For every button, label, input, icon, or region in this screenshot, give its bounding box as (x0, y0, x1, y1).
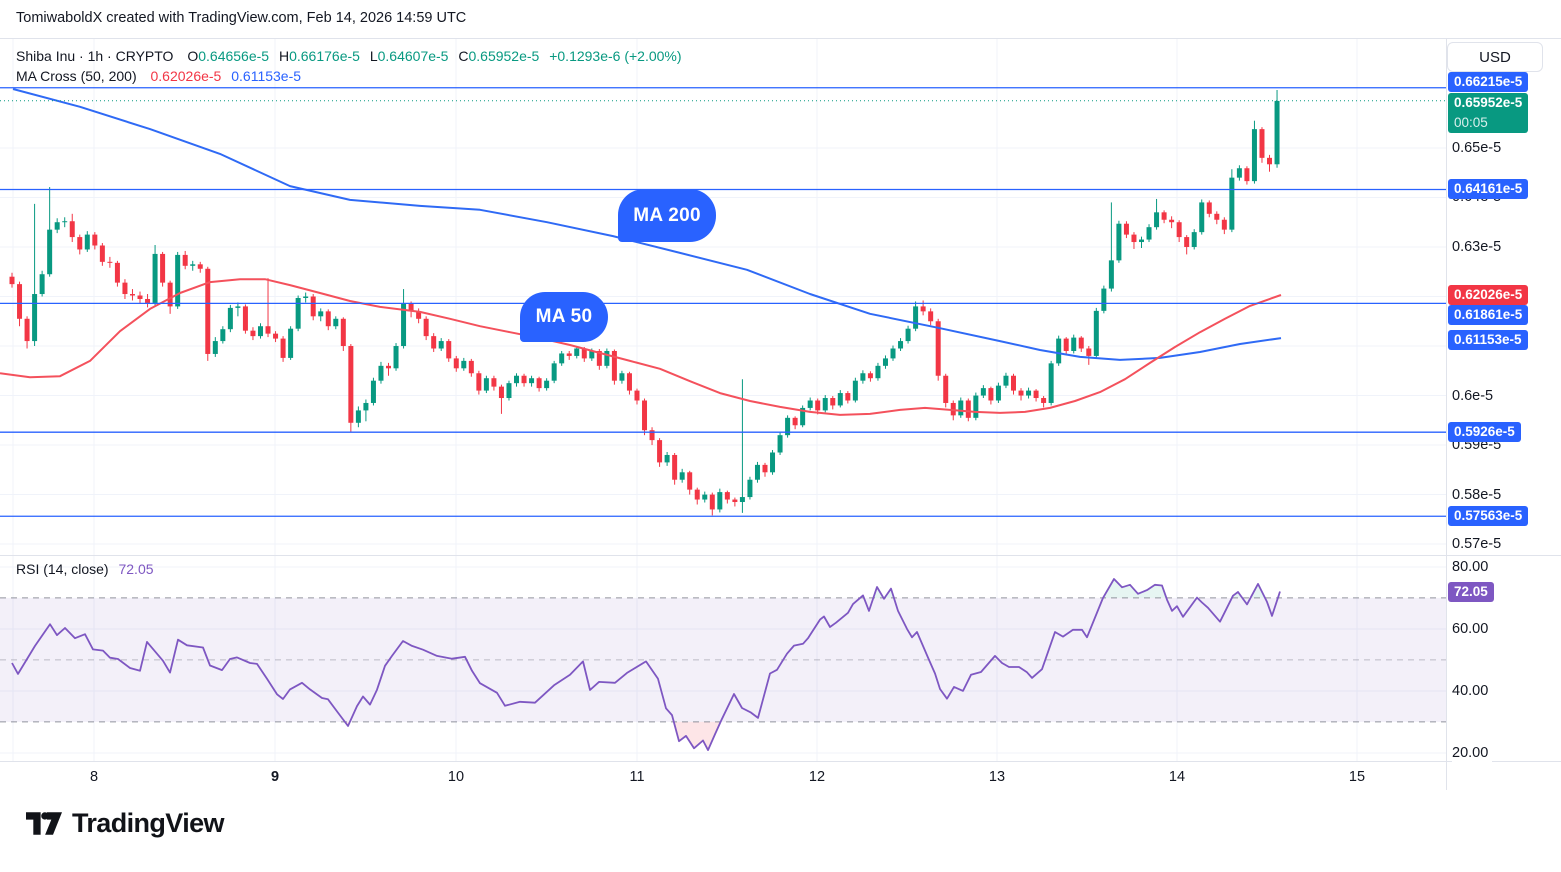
chart-area[interactable]: Shiba Inu · 1h · CRYPTO O0.64656e-5 H0.6… (0, 38, 1561, 792)
rsi-oversold-fill (345, 721, 721, 751)
price-axis-chip: 0.65952e-5 00:05 (1448, 92, 1529, 133)
price-tick-label: 0.6e-5 (1452, 385, 1498, 406)
tradingview-logo[interactable]: TradingView (26, 808, 225, 839)
attribution-header: TomiwaboldX created with TradingView.com… (16, 10, 466, 26)
rsi-tick-label: 80.00 (1452, 556, 1493, 577)
time-tick-label: 9 (270, 769, 280, 785)
price-rsi-plot[interactable] (0, 39, 1561, 791)
ma200-line (12, 88, 1282, 361)
price-axis-chip: 0.66215e-5 (1448, 71, 1529, 92)
price-axis-chip: 0.61153e-5 (1448, 330, 1528, 351)
time-tick-label: 14 (1168, 769, 1186, 785)
time-tick-label: 13 (988, 769, 1006, 785)
price-tick-label: 0.57e-5 (1452, 534, 1506, 555)
attribution-text: TomiwaboldX created with TradingView.com… (16, 10, 467, 26)
rsi-tick-label: 60.00 (1452, 618, 1493, 639)
rsi-tick-label: 40.00 (1452, 680, 1493, 701)
time-axis-divider (0, 761, 1561, 762)
ma200-callout-text: MA 200 (633, 204, 701, 226)
price-levels (0, 87, 1446, 517)
rsi-legend-row[interactable]: RSI (14, close) 72.05 (16, 561, 154, 577)
rsi-value: 72.05 (118, 561, 154, 577)
tradingview-logo-icon (26, 812, 62, 835)
change-value: +0.1293e-6 (+2.00%) (549, 48, 682, 64)
time-tick-label: 12 (808, 769, 826, 785)
footer: TradingView (0, 790, 1561, 872)
symbol-title: Shiba Inu · 1h · CRYPTO (16, 48, 174, 64)
ohlc-close-label: C (458, 48, 469, 64)
currency-label: USD (1479, 48, 1511, 66)
time-tick-label: 15 (1348, 769, 1366, 785)
rsi-axis-chip: 72.05 (1448, 581, 1494, 602)
countdown-timer: 00:05 (1454, 114, 1488, 130)
rsi-overbought-fill (860, 579, 1280, 598)
symbol-legend-row[interactable]: Shiba Inu · 1h · CRYPTO O0.64656e-5 H0.6… (16, 46, 682, 66)
ma-cross-legend-row[interactable]: MA Cross (50, 200) 0.62026e-5 0.61153e-5 (16, 66, 682, 86)
price-axis-chip: 0.64161e-5 (1448, 179, 1529, 200)
ma50-callout-text: MA 50 (535, 306, 593, 327)
price-tick-label: 0.58e-5 (1452, 484, 1506, 505)
rsi-label: RSI (14, close) (16, 561, 109, 577)
ma50-line (0, 278, 1282, 416)
rsi-pane (0, 578, 1446, 751)
price-tick-label: 0.63e-5 (1452, 236, 1506, 257)
ma50-callout-bubble[interactable]: MA 50 (520, 292, 608, 342)
ohlc-open-label: O (187, 48, 199, 64)
price-scale-separator (1446, 39, 1447, 791)
price-axis-chip: 0.57563e-5 (1448, 506, 1529, 527)
ma-cross-label: MA Cross (50, 200) (16, 68, 137, 84)
price-axis-chip: 0.62026e-5 (1448, 285, 1529, 306)
ma50-value: 0.62026e-5 (150, 68, 222, 84)
rsi-tick-label: 20.00 (1452, 742, 1493, 763)
time-tick-label: 10 (447, 769, 465, 785)
tradingview-logo-text: TradingView (72, 808, 225, 838)
price-axis-chip: 0.61861e-5 (1448, 305, 1529, 326)
pane-divider[interactable] (0, 555, 1561, 556)
rsi-line (11, 578, 1281, 751)
ohlc-low-value: 0.64607e-5 (377, 48, 449, 64)
ohlc-open-value: 0.64656e-5 (198, 48, 270, 64)
price-axis-chip: 0.5926e-5 (1448, 422, 1521, 443)
ma200-value: 0.61153e-5 (231, 68, 302, 84)
chart-legend: Shiba Inu · 1h · CRYPTO O0.64656e-5 H0.6… (16, 46, 682, 86)
price-tick-label: 0.65e-5 (1452, 137, 1506, 158)
time-tick-label: 11 (629, 769, 645, 785)
candles-series (9, 90, 1280, 516)
time-tick-label: 8 (89, 769, 99, 785)
ohlc-low-label: L (369, 48, 378, 64)
ohlc-high-label: H (278, 48, 290, 64)
ohlc-high-value: 0.66176e-5 (289, 48, 360, 64)
ohlc-close-value: 0.65952e-5 (468, 48, 540, 64)
currency-toggle-button[interactable]: USD (1447, 42, 1543, 72)
ma200-callout-bubble[interactable]: MA 200 (618, 189, 716, 242)
